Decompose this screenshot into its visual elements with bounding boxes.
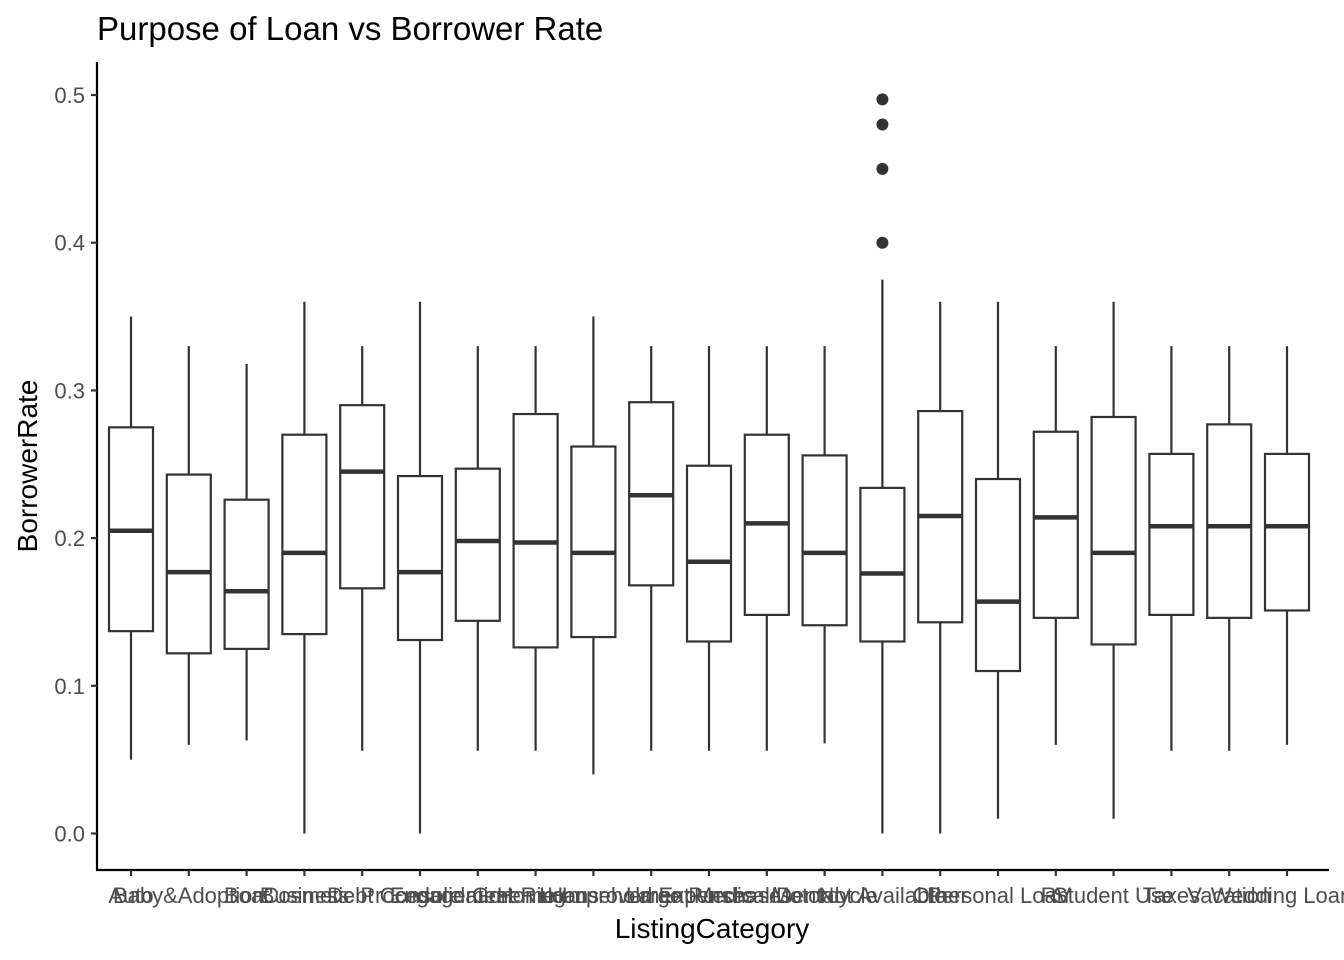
box-group [570,316,617,775]
y-tick-label: 0.3 [54,378,85,403]
box-group [512,346,559,751]
x-tick-label: Vacation [1187,883,1271,908]
x-tick-label: Personal Loan [927,883,1069,908]
box-group [1206,346,1253,751]
x-axis-title: ListingCategory [615,913,810,944]
iqr-box [512,412,559,649]
box-group [628,346,675,751]
box-group [223,363,270,741]
box-group [281,301,328,834]
x-tick-label: Household Expenses [547,883,755,908]
iqr-box [570,445,617,639]
y-tick-label: 0.1 [54,674,85,699]
outlier-point [876,162,889,175]
iqr-box [281,433,328,636]
x-tick-label: Boat [224,883,269,908]
iqr-box [165,473,212,655]
x-tick-label: Debt Consolidation [327,883,513,908]
box-group [917,301,964,834]
iqr-box [454,467,501,622]
x-tick-label: Green Loans [472,883,599,908]
iqr-box [859,486,906,643]
y-tick-label: 0.4 [54,231,85,256]
x-tick-label: Wedding Loans [1211,883,1344,908]
box-group [974,301,1022,819]
x-tick-label: Other [913,883,968,908]
outlier-point [876,93,889,106]
box-group [454,346,501,751]
x-tick-label: Medical/Dental [694,883,840,908]
iqr-box [801,454,848,627]
x-tick-label: Student Use [1053,883,1174,908]
iqr-box [1090,415,1137,646]
x-tick-label: Taxes [1143,883,1200,908]
y-axis-title: BorrowerRate [12,380,43,553]
box-group [396,301,444,834]
box-group [1263,346,1311,745]
x-tick-label: Large Purchases [626,883,792,908]
iqr-box [1263,452,1311,612]
x-tick-label: Cosmetic Procedure [263,883,462,908]
y-tick-label: 0.2 [54,526,85,551]
box-group [743,346,790,751]
x-tick-label: Home Improvement [497,883,690,908]
box-group [1148,346,1195,751]
x-tick-label: Engagement Ring [390,883,566,908]
iqr-box [339,404,386,590]
x-tick-label: Motorcycle [771,883,877,908]
iqr-box [685,464,733,643]
box-group [339,346,386,751]
box-group [1090,301,1137,819]
box-group [107,316,155,760]
y-tick-label: 0.5 [54,83,85,108]
outlier-point [876,118,889,131]
box-group [801,346,848,744]
chart-title: Purpose of Loan vs Borrower Rate [97,10,603,47]
iqr-box [1148,452,1195,617]
plot-panel [107,93,1311,834]
x-tick-label: RV [1041,883,1071,908]
iqr-box [1206,423,1253,619]
iqr-box [974,477,1022,673]
y-tick-label: 0.0 [54,822,85,847]
x-tick-label: Not Available [818,883,946,908]
box-group [859,93,906,834]
box-group [685,346,733,751]
x-tick-label: Auto [108,883,153,908]
box-group [1032,346,1079,745]
iqr-box [1032,430,1079,619]
iqr-box [396,474,444,642]
x-tick-label: Business [260,883,349,908]
outlier-point [876,236,889,249]
iqr-box [223,498,270,650]
x-tick-label: Baby&Adoption [113,883,265,908]
y-axis: 0.0 0.1 0.2 0.3 0.4 0.5 [54,83,97,847]
box-group [165,346,212,745]
